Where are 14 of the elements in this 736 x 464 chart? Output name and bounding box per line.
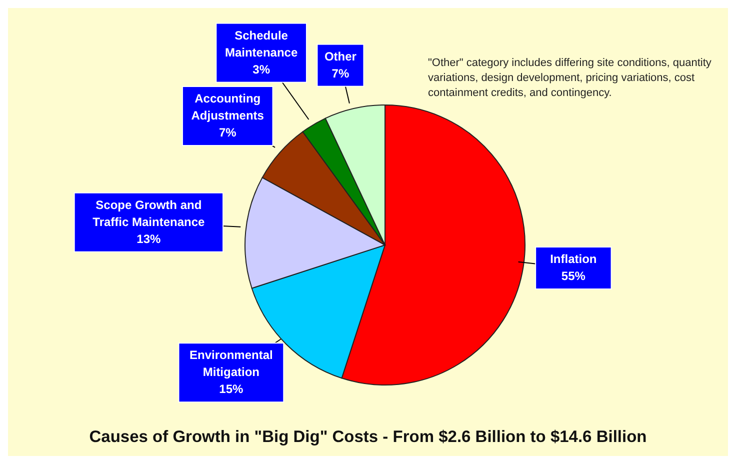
slice-label: Scope Growth and Traffic Maintenance [92,198,206,229]
slice-label: Other [324,49,357,64]
data-label: 55% [561,269,586,283]
slice-label: Environmental Mitigation [190,348,273,380]
text: "Other" category includes differing site conditions, quantity variations, design development, pricing variations, cost containment credits, and contingency. [428,56,712,101]
text: Causes of Growth in "Big Dig" Costs - From $2.6 Billion to $14.6 Billion [88,428,648,447]
slice-label: Schedule Maintenance [224,28,298,60]
data-label: 13% [136,232,162,246]
data-label: 15% [219,382,244,396]
slice-label: Accounting Adjustments [191,92,264,123]
slice-label: Inflation [550,252,597,266]
data-label: 3% [252,62,270,76]
data-label: 7% [332,66,350,80]
data-label: 7% [218,126,237,140]
